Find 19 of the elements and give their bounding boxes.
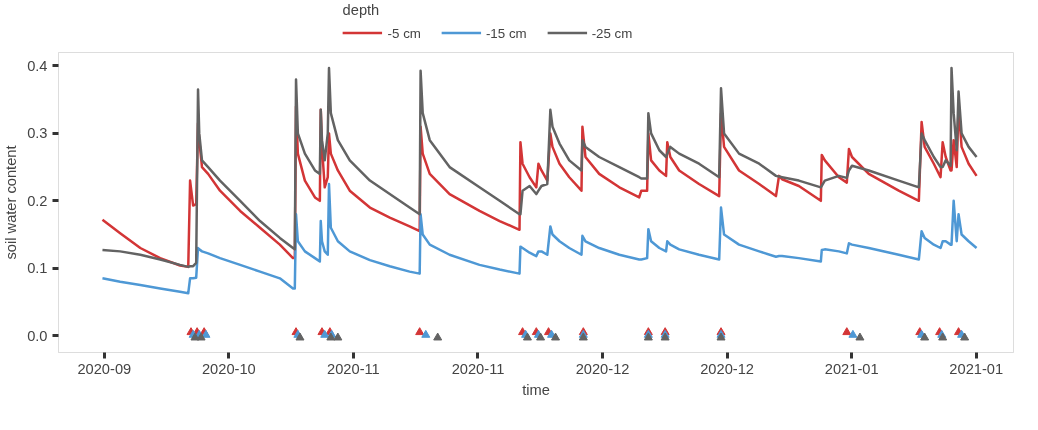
x-axis-title: time bbox=[522, 381, 550, 398]
x-tick-label: 2020-10 bbox=[201, 360, 256, 377]
y-tick-label: 0.1 bbox=[27, 260, 48, 277]
legend-label: -15 cm bbox=[485, 25, 527, 40]
y-tick-label: 0.3 bbox=[27, 125, 48, 142]
legend-title: depth bbox=[342, 1, 381, 18]
y-tick-label: 0.0 bbox=[27, 327, 48, 344]
x-tick-label: 2020-12 bbox=[700, 360, 755, 377]
y-axis-title: soil water content bbox=[3, 145, 20, 260]
x-tick-label: 2021-01 bbox=[824, 360, 879, 377]
legend-label: -5 cm bbox=[387, 25, 421, 40]
y-tick-label: 0.2 bbox=[27, 192, 48, 209]
x-tick-label: 2020-11 bbox=[451, 360, 505, 377]
x-tick-label: 2021-01 bbox=[949, 360, 1004, 377]
x-tick-label: 2020-09 bbox=[77, 360, 132, 377]
x-tick-label: 2020-12 bbox=[575, 360, 630, 377]
x-tick-label: 2020-11 bbox=[327, 360, 380, 377]
legend-label: -25 cm bbox=[591, 25, 633, 40]
y-tick-label: 0.4 bbox=[27, 57, 48, 74]
